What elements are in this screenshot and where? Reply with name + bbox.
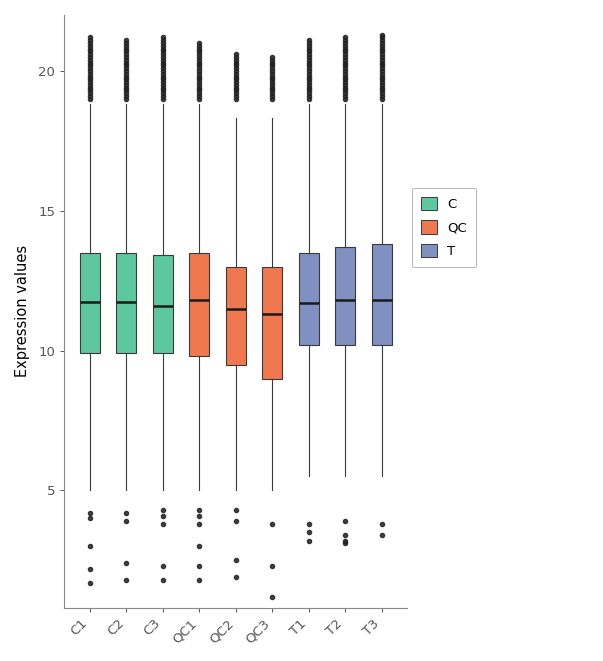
Legend: C, QC, T: C, QC, T [412, 188, 476, 267]
PathPatch shape [335, 247, 355, 345]
PathPatch shape [80, 253, 100, 354]
PathPatch shape [189, 253, 209, 356]
PathPatch shape [262, 266, 282, 379]
PathPatch shape [371, 245, 392, 345]
Y-axis label: Expression values: Expression values [15, 245, 30, 377]
PathPatch shape [226, 266, 246, 364]
PathPatch shape [298, 253, 319, 345]
PathPatch shape [153, 256, 173, 354]
PathPatch shape [116, 253, 136, 354]
